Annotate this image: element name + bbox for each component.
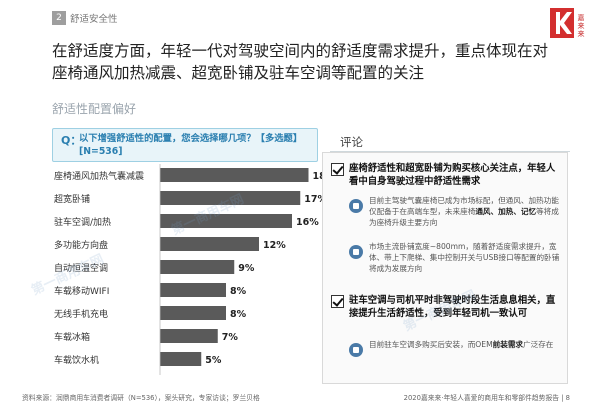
category-label: 多功能方向盘 bbox=[54, 239, 108, 251]
bed-icon bbox=[349, 245, 363, 259]
bar-chart: 座椅通风加热气囊减震18%超宽卧铺17%驻车空调/加热16%多功能方向盘12%自… bbox=[52, 164, 332, 376]
air-conditioner-icon bbox=[349, 343, 363, 357]
detail-1: 目前主驾驶气囊座椅已成为市场标配，但通风、加热功能仅配备于在高端车型，未来座椅通… bbox=[369, 196, 559, 227]
bar-chart-svg: 座椅通风加热气囊减震18%超宽卧铺17%驻车空调/加热16%多功能方向盘12%自… bbox=[54, 164, 332, 375]
bar bbox=[160, 260, 235, 274]
category-label: 无线手机充电 bbox=[54, 308, 108, 320]
key-point-2: 驻车空调与司机平时非驾驶时段生活息息相关，直接提升生活舒适性，受到年轻司机一致认… bbox=[349, 295, 556, 319]
bar bbox=[160, 168, 309, 182]
category-label: 座椅通风加热气囊减震 bbox=[54, 170, 144, 182]
brand-text: 嘉来来 bbox=[577, 14, 585, 38]
comment-title: 评论 bbox=[340, 135, 363, 149]
question-prefix: Q： bbox=[61, 134, 82, 147]
bar bbox=[160, 329, 218, 343]
value-label: 7% bbox=[222, 332, 239, 343]
bar bbox=[160, 237, 259, 251]
comment-header: 评论 bbox=[330, 134, 570, 152]
section-number: 2 bbox=[52, 11, 66, 25]
question-text: 以下增强舒适性的配置，您会选择哪几项？【多选题】[N=536] bbox=[79, 133, 303, 157]
checkbox-icon bbox=[331, 163, 344, 176]
bar bbox=[160, 191, 301, 205]
value-label: 9% bbox=[238, 263, 255, 274]
checkbox-icon bbox=[331, 295, 344, 308]
value-label: 16% bbox=[296, 217, 319, 228]
category-label: 车载冰箱 bbox=[54, 331, 90, 343]
category-label: 自动恒温空调 bbox=[54, 262, 108, 274]
page-title: 在舒适度方面，年轻一代对驾驶空间内的舒适度需求提升，重点体现在对座椅通风加热减震… bbox=[52, 42, 549, 82]
category-label: 车载移动WIFI bbox=[54, 285, 109, 297]
footer-source: 资料来源：润鼎商用车消费者调研（N=536），案头研究，专家访谈；罗兰贝格 bbox=[22, 394, 260, 402]
value-label: 8% bbox=[230, 286, 247, 297]
section-name: 舒适安全性 bbox=[70, 14, 118, 25]
brand-logo: 嘉来来 bbox=[548, 6, 590, 46]
detail-3: 目前驻车空调多购买后安装，而OEM前装需求广泛存在 bbox=[369, 340, 554, 349]
section-tag: 2 舒适安全性 bbox=[52, 10, 118, 26]
detail-2: 市场主流卧铺宽度~800mm，随着舒适度需求提升，宽体、带上下爬梯、集中控制开关… bbox=[369, 242, 560, 273]
seat-icon bbox=[349, 199, 363, 213]
category-label: 驻车空调/加热 bbox=[54, 216, 111, 228]
bar bbox=[160, 283, 226, 297]
value-label: 12% bbox=[263, 240, 286, 251]
bar bbox=[160, 352, 202, 366]
comment-panel: 座椅舒适性和超宽卧铺为购买核心关注点，年轻人看中自身驾驶过程中舒适性需求 目前主… bbox=[322, 152, 568, 384]
category-label: 车载饮水机 bbox=[54, 354, 99, 366]
bar bbox=[160, 306, 226, 320]
key-point-1: 座椅舒适性和超宽卧铺为购买核心关注点，年轻人看中自身驾驶过程中舒适性需求 bbox=[349, 163, 556, 187]
footer-report: 2020嘉来来·年轻人喜爱的商用车和零部件趋势报告 | 8 bbox=[403, 394, 570, 402]
chart-subtitle: 舒适性配置偏好 bbox=[52, 102, 137, 116]
bar bbox=[160, 214, 292, 228]
value-label: 5% bbox=[205, 355, 222, 366]
value-label: 8% bbox=[230, 309, 247, 320]
category-label: 超宽卧铺 bbox=[54, 193, 90, 205]
page-number: 8 bbox=[565, 394, 570, 402]
brand-logo-icon bbox=[550, 8, 574, 38]
survey-question: Q： 以下增强舒适性的配置，您会选择哪几项？【多选题】[N=536] bbox=[52, 128, 318, 162]
value-label: 17% bbox=[304, 194, 327, 205]
